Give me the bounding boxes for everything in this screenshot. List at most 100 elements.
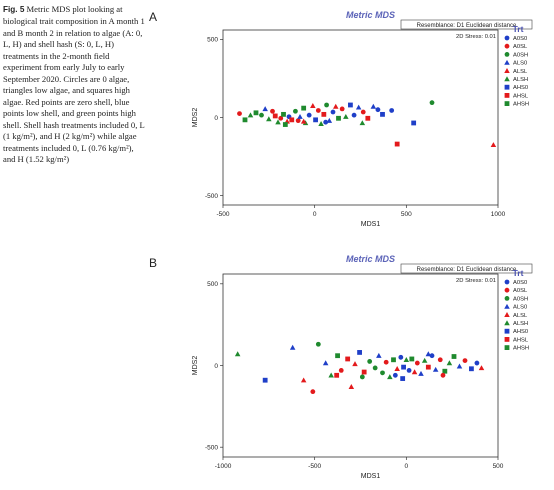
legend-label-a0s0: A0S0 <box>513 280 527 286</box>
data-point-alsh <box>234 351 241 357</box>
data-point-a0sl <box>437 357 443 363</box>
data-point-alsl <box>394 366 400 371</box>
panel-label-b: B <box>149 256 158 270</box>
figure-label: Fig. 5 <box>3 5 25 14</box>
data-point-a0s0 <box>375 107 381 113</box>
resemblance-label: Resemblance: D1 Euclidean distance <box>417 267 517 273</box>
data-point-als0 <box>425 351 432 357</box>
x-axis-label: MDS1 <box>361 473 381 480</box>
data-point-ahsh <box>281 111 286 117</box>
data-point-ahs0 <box>357 350 362 355</box>
data-point-als0 <box>289 344 296 350</box>
data-point-alsh <box>403 357 410 362</box>
data-point-a0sh <box>429 100 435 106</box>
data-point-ahs0 <box>262 377 268 383</box>
data-point-a0sh <box>315 341 321 347</box>
legend-marker-als0 <box>504 59 510 65</box>
legend-label-ahsl: AHSL <box>513 337 529 343</box>
x-tick-label: -500 <box>308 463 321 470</box>
legend-marker-a0sh <box>504 296 510 301</box>
legend-label-als0: ALS0 <box>513 61 527 67</box>
data-point-alsl <box>411 369 418 375</box>
data-point-a0s0 <box>474 360 480 366</box>
data-point-alsh <box>266 116 272 122</box>
data-point-ahsl <box>365 115 371 121</box>
y-tick-label: -500 <box>205 193 218 200</box>
y-axis-label: MDS2 <box>192 356 199 376</box>
x-tick-label: 0 <box>313 211 317 218</box>
stress-label: 2D Stress: 0.01 <box>456 278 496 284</box>
data-point-alsl <box>490 142 497 148</box>
data-point-als0 <box>262 106 268 112</box>
legend-marker-a0sh <box>504 52 510 57</box>
data-point-ahsh <box>301 105 307 111</box>
data-point-a0sl <box>339 106 345 112</box>
legend-label-alsh: ALSH <box>513 321 528 327</box>
data-point-a0s0 <box>351 112 357 118</box>
data-point-a0sl <box>295 118 301 124</box>
legend-marker-ahsh <box>504 345 510 350</box>
data-point-ahs0 <box>313 117 318 123</box>
data-point-als0 <box>322 360 329 366</box>
data-point-a0sh <box>367 359 373 364</box>
data-point-alsl <box>300 118 307 124</box>
legend-marker-alsl <box>504 312 510 318</box>
resemblance-box <box>400 19 533 30</box>
resemblance-box <box>400 263 533 274</box>
data-point-ahsh <box>336 115 341 121</box>
legend-title: Trt <box>513 268 524 278</box>
data-point-alsh <box>446 360 453 366</box>
data-point-a0s0 <box>330 109 336 115</box>
data-point-alsh <box>247 112 254 118</box>
data-point-ahsh <box>391 357 396 363</box>
data-point-ahsl <box>289 117 295 123</box>
data-point-a0sl <box>338 368 344 373</box>
data-point-alsl <box>300 377 307 383</box>
data-point-alsh <box>421 357 428 363</box>
data-point-a0s0 <box>398 354 404 360</box>
x-axis-label: MDS1 <box>361 221 381 228</box>
data-point-a0sl <box>315 108 321 113</box>
data-point-a0sh <box>293 108 298 114</box>
data-point-ahsl <box>334 372 340 378</box>
legend-label-ahsl: AHSL <box>513 93 529 99</box>
data-point-a0sl <box>270 108 275 114</box>
legend-label-a0sh: A0SH <box>513 296 528 302</box>
data-point-als0 <box>418 370 424 376</box>
legend-marker-a0s0 <box>504 279 510 285</box>
legend-marker-ahs0 <box>504 84 510 90</box>
data-point-a0sh <box>380 370 385 376</box>
data-point-alsh <box>275 119 281 125</box>
data-point-als0 <box>432 366 439 372</box>
data-point-ahsh <box>409 356 415 362</box>
data-point-alsl <box>352 361 358 367</box>
y-tick-label: 0 <box>214 115 218 122</box>
data-point-alsh <box>343 113 349 119</box>
data-point-ahsh <box>335 353 340 359</box>
legend-marker-a0sl <box>504 43 510 49</box>
legend-marker-alsh <box>504 320 510 326</box>
data-point-a0sh <box>359 374 365 380</box>
data-point-a0sl <box>278 115 284 121</box>
legend-label-alsl: ALSL <box>513 313 528 319</box>
legend-label-ahsh: AHSH <box>513 102 529 108</box>
y-tick-label: 500 <box>207 37 218 44</box>
x-tick-label: 0 <box>405 463 409 470</box>
panel-label-a: A <box>149 10 158 24</box>
data-point-ahsh <box>242 117 248 123</box>
data-point-a0sl <box>360 109 366 115</box>
legend-label-ahs0: AHS0 <box>513 85 528 91</box>
x-tick-label: 500 <box>401 211 412 218</box>
data-point-als0 <box>297 113 303 119</box>
data-point-a0s0 <box>389 108 395 113</box>
chart-title: Metric MDS <box>346 254 395 264</box>
data-point-a0sh <box>259 112 264 118</box>
data-point-a0s0 <box>406 368 412 373</box>
data-point-als0 <box>456 363 463 369</box>
x-tick-label: -1000 <box>215 463 232 470</box>
plot-frame <box>222 273 499 458</box>
data-point-a0sl <box>383 359 389 365</box>
legend-label-ahsh: AHSH <box>513 346 529 352</box>
y-tick-label: 500 <box>207 281 218 288</box>
data-point-a0sl <box>237 111 242 116</box>
